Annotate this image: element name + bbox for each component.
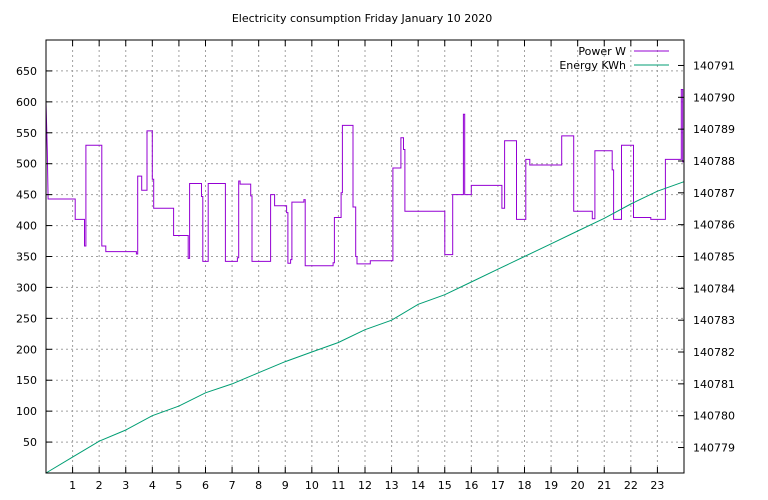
x-tick-label: 18 (518, 479, 532, 492)
x-tick-label: 15 (438, 479, 452, 492)
series-line-energy (45, 181, 685, 474)
x-tick-label: 2 (96, 479, 103, 492)
x-tick-label: 11 (331, 479, 345, 492)
legend-label-power: Power W (578, 45, 626, 58)
x-tick-label: 20 (571, 479, 585, 492)
series-line-power (45, 89, 684, 267)
y2-tick-label: 140782 (693, 346, 735, 359)
x-tick-label: 13 (385, 479, 399, 492)
x-tick-label: 23 (650, 479, 664, 492)
y2-tick-label: 140786 (693, 219, 735, 232)
x-tick-label: 1 (69, 479, 76, 492)
x-tick-label: 22 (624, 479, 638, 492)
y-tick-label: 500 (16, 158, 37, 171)
axis-ticks: 1 2 3 4 5 6 7 8 9 10 11 12 13 14 15 16 17 18 19 20 21 22 23501… (16, 40, 735, 492)
y2-tick-label: 140789 (693, 123, 735, 136)
y2-tick-label: 140780 (693, 410, 735, 423)
legend-label-energy: Energy KWh (559, 59, 626, 72)
x-tick-label: 3 (122, 479, 129, 492)
y-tick-label: 300 (16, 281, 37, 294)
x-tick-label: 5 (175, 479, 182, 492)
y-tick-label: 150 (16, 374, 37, 387)
y2-tick-label: 140790 (693, 91, 735, 104)
y2-tick-label: 140784 (693, 282, 735, 295)
x-tick-label: 21 (597, 479, 611, 492)
x-tick-label: 7 (229, 479, 236, 492)
y2-tick-label: 140783 (693, 314, 735, 327)
y2-tick-label: 140781 (693, 378, 735, 391)
y2-tick-label: 140785 (693, 251, 735, 264)
y-tick-label: 50 (23, 436, 37, 449)
x-tick-label: 8 (255, 479, 262, 492)
y-tick-label: 100 (16, 405, 37, 418)
x-tick-label: 9 (282, 479, 289, 492)
y-tick-label: 600 (16, 96, 37, 109)
x-tick-label: 17 (491, 479, 505, 492)
x-tick-label: 14 (411, 479, 425, 492)
y-tick-label: 650 (16, 65, 37, 78)
x-tick-label: 12 (358, 479, 372, 492)
y2-tick-label: 140787 (693, 187, 735, 200)
y-tick-label: 250 (16, 312, 37, 325)
y-tick-label: 200 (16, 343, 37, 356)
gridlines (46, 40, 684, 473)
legend: Power W Energy KWh (559, 45, 669, 72)
y2-tick-label: 140791 (693, 59, 735, 72)
x-tick-label: 4 (149, 479, 156, 492)
data-series (45, 89, 685, 474)
y-tick-label: 550 (16, 127, 37, 140)
y-tick-label: 350 (16, 251, 37, 264)
y2-tick-label: 140779 (693, 442, 735, 455)
x-tick-label: 19 (544, 479, 558, 492)
chart-title: Electricity consumption Friday January 1… (232, 12, 492, 25)
y2-tick-label: 140788 (693, 155, 735, 168)
x-tick-label: 16 (464, 479, 478, 492)
x-tick-label: 10 (305, 479, 319, 492)
x-tick-label: 6 (202, 479, 209, 492)
y-tick-label: 400 (16, 220, 37, 233)
y-tick-label: 450 (16, 189, 37, 202)
